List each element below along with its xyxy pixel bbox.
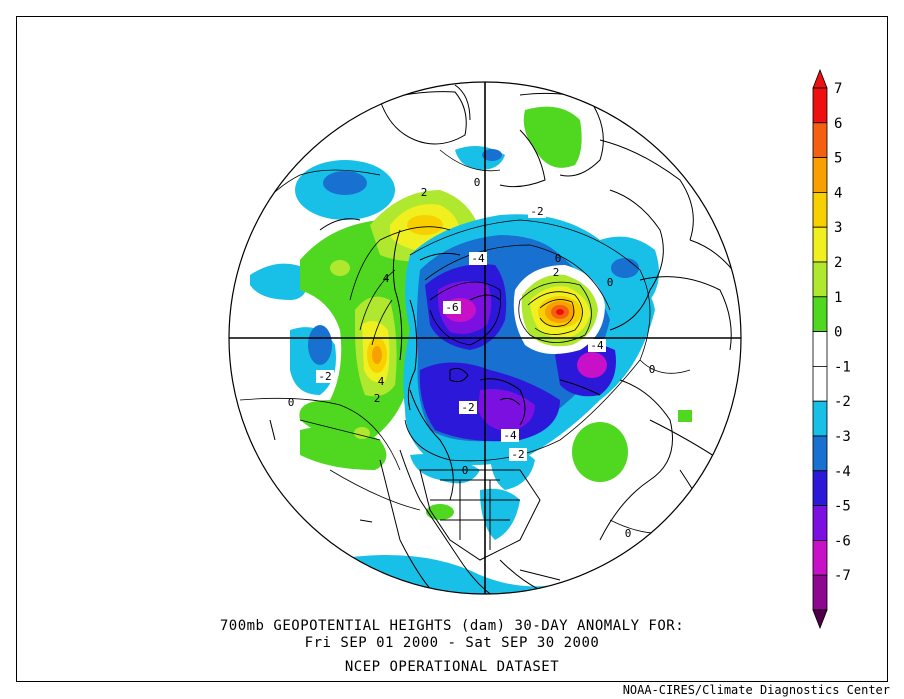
anomaly-region [478,389,535,432]
colorbar-label: 3 [834,220,842,236]
colorbar-swatch [812,574,828,611]
contour-label: 0 [607,276,614,289]
anomaly-region [678,410,692,422]
colorbar-label: -5 [834,499,851,515]
caption-line-3: NCEP OPERATIONAL DATASET [344,659,560,675]
caption-line-2: Fri SEP 01 2000 - Sat SEP 30 2000 [304,635,600,651]
anomaly-region [523,106,582,168]
colorbar-label: 2 [834,255,842,271]
colorbar-label: -6 [834,533,851,549]
anomaly-region [572,422,628,482]
contour-label: -2 [461,401,474,414]
plot-frame [16,16,888,682]
colorbar-label: -2 [834,394,851,410]
colorbar-swatch [812,157,828,193]
credit-text: NOAA-CIRES/Climate Diagnostics Center [622,683,890,697]
colorbar-label: 4 [834,185,842,201]
contour-label: 0 [288,396,295,409]
contour-label-box [316,370,334,383]
colorbar-swatch [812,122,828,159]
anomaly-field [229,82,741,594]
contour-label: 2 [421,186,428,199]
colorbar-swatch [812,540,828,576]
anomaly-region [308,325,332,365]
contour-label: -2 [318,370,331,383]
contour-label: -2 [511,448,524,461]
colorbar-label: 1 [834,290,842,306]
anomaly-region [354,427,370,439]
colorbar-label: 0 [834,325,842,341]
contour-label-box [501,429,519,442]
colorbar-swatch [812,435,828,472]
colorbar-swatch [812,87,828,124]
colorbar-label: -1 [834,359,851,375]
colorbar-swatch [812,400,828,437]
anomaly-region [250,263,310,300]
contour-label: 0 [474,176,481,189]
colorbar-swatch [812,365,828,402]
contour-label-box [528,205,546,218]
anomaly-region [556,309,564,315]
colorbar-label: -4 [834,464,851,480]
contour-label: -2 [530,205,543,218]
contour-label-box [459,401,477,414]
contour-label: 2 [374,392,381,405]
contour-label: 0 [555,252,562,265]
anomaly-region [482,149,502,161]
colorbar-swatch [812,191,828,228]
contour-label: 0 [625,527,632,540]
colorbar: 7 6 5 4 3 2 1 0 -1 -2 -3 -4 -5 -6 -7 [812,68,851,630]
contour-label: 0 [649,363,656,376]
colorbar-swatch [812,226,828,263]
colorbar-arrow-top [812,68,828,89]
anomaly-region [330,260,350,276]
colorbar-label: -7 [834,568,851,584]
contour-label: 2 [553,266,560,279]
anomaly-region [410,454,480,484]
colorbar-label: 5 [834,151,842,167]
anomaly-region [577,352,607,378]
colorbar-arrow-bottom [812,609,828,630]
contour-label: -4 [471,252,485,265]
contour-label: 4 [378,375,385,388]
contour-label: 4 [383,272,390,285]
colorbar-swatch [812,470,828,506]
colorbar-label: 6 [834,116,842,132]
colorbar-label: 7 [834,81,842,97]
contour-label-box [469,252,487,265]
anomaly-region [323,171,367,195]
contour-label: -4 [590,339,604,352]
contour-label: 0 [462,464,469,477]
anomaly-region [372,346,382,364]
contour-label-box [509,448,527,461]
colorbar-swatch [812,296,828,332]
colorbar-swatch [812,505,828,541]
caption-line-1: 700mb GEOPOTENTIAL HEIGHTS (dam) 30-DAY … [219,618,685,634]
anomaly-region [611,258,639,278]
contour-label-box [588,339,606,352]
contour-label: -4 [503,429,517,442]
anomaly-region [407,215,443,235]
colorbar-swatch [812,261,828,298]
colorbar-label: -3 [834,429,851,445]
colorbar-swatch [812,331,828,367]
contour-label: -6 [445,301,458,314]
anomaly-region [426,504,454,520]
contour-label-box [443,301,461,314]
